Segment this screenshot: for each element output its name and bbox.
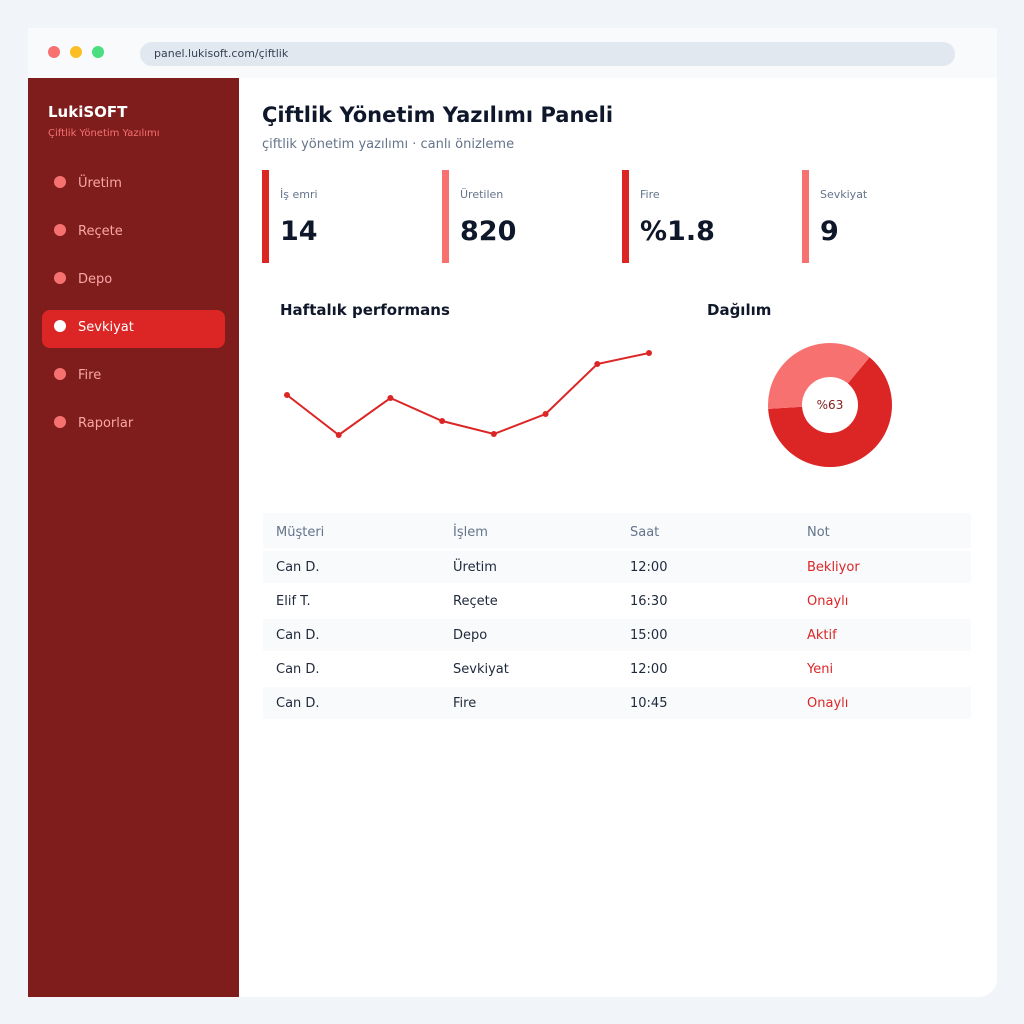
point xyxy=(646,350,652,356)
row-bg xyxy=(263,619,971,651)
nav-dot xyxy=(54,320,66,332)
table-cell: 12:00 xyxy=(630,662,668,677)
point xyxy=(335,432,342,438)
point xyxy=(387,395,394,401)
nav-dot xyxy=(54,176,66,188)
donut-slice xyxy=(768,357,892,467)
donut-label: %63 xyxy=(817,398,844,412)
kpi-label: Fire xyxy=(640,188,660,201)
point xyxy=(284,392,290,398)
table-cell: Depo xyxy=(453,628,488,643)
table-cell: 10:45 xyxy=(630,696,668,711)
minimize-dot[interactable] xyxy=(70,46,82,58)
table-cell: 12:00 xyxy=(630,560,668,575)
row-bg xyxy=(263,551,971,583)
table-header: Saat xyxy=(630,525,660,540)
nav-item[interactable]: Fire xyxy=(78,368,102,383)
nav-dot xyxy=(54,224,66,236)
kpi-value: 820 xyxy=(460,216,517,247)
kpi-value: 14 xyxy=(280,216,318,247)
nav-dot xyxy=(54,368,66,380)
window: panel.lukisoft.com/çiftlik LukiSOFT Çift… xyxy=(28,28,997,997)
kpi-value: %1.8 xyxy=(640,216,715,247)
donut-slice xyxy=(768,342,870,409)
url: panel.lukisoft.com/çiftlik xyxy=(154,47,289,60)
table-cell: Fire xyxy=(453,696,477,711)
sidebar xyxy=(28,78,239,997)
url-bar[interactable] xyxy=(140,42,955,66)
table-cell: Can D. xyxy=(276,696,320,711)
kpi-bar xyxy=(262,170,269,263)
table-cell: Sevkiyat xyxy=(453,662,509,677)
close-dot[interactable] xyxy=(48,46,60,58)
point xyxy=(490,431,497,437)
chart-title: Haftalık performans xyxy=(280,301,450,319)
nav-dot xyxy=(54,416,66,428)
table-cell: Yeni xyxy=(807,662,834,677)
nav-item[interactable]: Üretim xyxy=(78,176,122,191)
page-title: Çiftlik Yönetim Yazılımı Paneli xyxy=(262,103,614,127)
table-cell: 16:30 xyxy=(630,594,668,609)
kpi-value: 9 xyxy=(820,216,839,247)
table-cell: Üretim xyxy=(453,560,497,575)
kpi-bar xyxy=(802,170,809,263)
table-header: İşlem xyxy=(453,525,488,540)
table-cell: Can D. xyxy=(276,560,320,575)
nav-item[interactable]: Sevkiyat xyxy=(78,320,134,335)
kpi-label: Üretilen xyxy=(460,188,504,201)
tagline: Çiftlik Yönetim Yazılımı xyxy=(48,128,160,139)
table-cell: Aktif xyxy=(807,628,837,643)
point xyxy=(594,361,601,367)
table-cell: 15:00 xyxy=(630,628,668,643)
kpi-bar xyxy=(442,170,449,263)
table-cell: Onaylı xyxy=(807,594,849,609)
table-header: Not xyxy=(807,525,830,540)
kpi-label: Sevkiyat xyxy=(820,188,868,201)
point xyxy=(439,418,446,424)
kpi-label: İş emri xyxy=(280,188,318,201)
table-header: Müşteri xyxy=(276,525,325,540)
point xyxy=(542,411,549,417)
maximize-dot[interactable] xyxy=(92,46,104,58)
page-subtitle: çiftlik yönetim yazılımı · canlı önizlem… xyxy=(262,137,515,152)
nav-active-bg xyxy=(42,310,225,348)
nav-item[interactable]: Raporlar xyxy=(78,416,134,431)
nav-dot xyxy=(54,272,66,284)
table-header-bg xyxy=(263,513,971,548)
row-bg xyxy=(263,687,971,719)
table-cell: Reçete xyxy=(453,594,498,609)
line xyxy=(286,352,650,437)
table-cell: Elif T. xyxy=(276,594,311,609)
table-cell: Can D. xyxy=(276,662,320,677)
table-cell: Bekliyor xyxy=(807,560,860,575)
nav-item[interactable]: Reçete xyxy=(78,224,123,239)
brand: LukiSOFT xyxy=(48,103,128,121)
nav-item[interactable]: Depo xyxy=(78,272,113,287)
table-cell: Can D. xyxy=(276,628,320,643)
table-cell: Onaylı xyxy=(807,696,849,711)
chart-title: Dağılım xyxy=(707,301,772,319)
kpi-bar xyxy=(622,170,629,263)
